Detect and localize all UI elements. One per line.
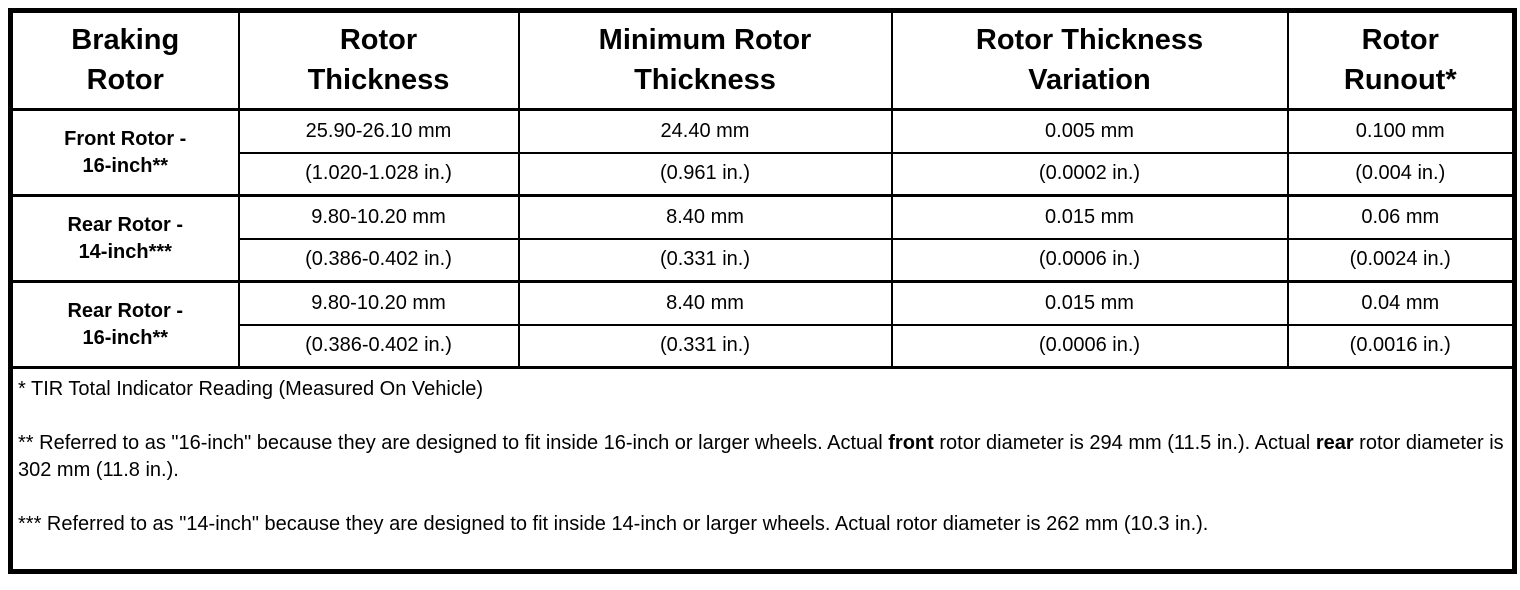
table-row-front-16-mm: Front Rotor - 16-inch** 25.90-26.10 mm 2… [9,108,1516,197]
col-header-braking-rotor: Braking Rotor [9,9,240,111]
row-label-line: Front Rotor - [64,127,187,150]
header-row: Braking Rotor Rotor Thickness Minimum Ro… [9,9,1516,111]
footnote-16-inch: ** Referred to as "16-inch" because they… [18,430,1506,484]
footnote-row: * TIR Total Indicator Reading (Measured … [9,366,1516,573]
col-header-rotor-thickness-variation: Rotor Thickness Variation [890,9,1289,111]
cell-rotor-runout-in: (0.0024 in.) [1286,237,1516,283]
footnote-tir: * TIR Total Indicator Reading (Measured … [18,376,1506,403]
col-header-minimum-rotor-thickness: Minimum Rotor Thickness [517,9,893,111]
table-row-rear-14-mm: Rear Rotor - 14-inch*** 9.80-10.20 mm 8.… [9,194,1516,283]
footnote-text: ** Referred to as "16-inch" because they… [18,432,889,454]
row-label-line: 14-inch*** [78,240,172,263]
table-row-rear-14-in: (0.386-0.402 in.) (0.331 in.) (0.0006 in… [11,237,1516,283]
cell-thickness-variation-in: (0.0006 in.) [890,323,1289,369]
header-line: Rotor Thickness [975,24,1204,57]
header-line: Runout* [1343,63,1457,96]
cell-min-rotor-thickness-in: (0.331 in.) [517,323,893,369]
cell-min-rotor-thickness-mm: 8.40 mm [517,194,893,240]
header-line: Minimum Rotor [598,24,812,57]
cell-min-rotor-thickness-in: (0.331 in.) [517,237,893,283]
cell-rotor-thickness-mm: 9.80-10.20 mm [237,194,520,240]
col-header-rotor-thickness: Rotor Thickness [237,9,520,111]
footnotes-cell: * TIR Total Indicator Reading (Measured … [9,366,1516,573]
header-line: Thickness [634,63,776,96]
footnote-text: *** Referred to as "14-inch" because the… [18,513,1209,535]
cell-rotor-runout-mm: 0.04 mm [1286,280,1516,326]
cell-thickness-variation-in: (0.0002 in.) [890,151,1289,197]
cell-rotor-runout-in: (0.0016 in.) [1286,323,1516,369]
header-line: Rotor [1361,24,1439,57]
cell-rotor-runout-mm: 0.06 mm [1286,194,1516,240]
header-line: Rotor [86,63,164,96]
table-row-rear-16-in: (0.386-0.402 in.) (0.331 in.) (0.0006 in… [11,323,1516,369]
footnote-bold-front: front [888,432,934,454]
footnote-bold-rear: rear [1315,432,1354,454]
cell-rotor-runout-in: (0.004 in.) [1286,151,1516,197]
footnote-14-inch: *** Referred to as "14-inch" because the… [18,511,1506,538]
cell-min-rotor-thickness-in: (0.961 in.) [517,151,893,197]
row-label-front-16: Front Rotor - 16-inch** [9,108,240,197]
table-row-front-16-in: (1.020-1.028 in.) (0.961 in.) (0.0002 in… [11,151,1516,197]
footnote-text: rotor diameter is 294 mm (11.5 in.). Act… [933,432,1316,454]
header-line: Thickness [307,63,450,96]
spec-sheet: Braking Rotor Rotor Thickness Minimum Ro… [8,8,1517,574]
cell-rotor-thickness-in: (1.020-1.028 in.) [237,151,520,197]
cell-thickness-variation-mm: 0.005 mm [890,108,1289,154]
cell-rotor-thickness-mm: 9.80-10.20 mm [237,280,520,326]
row-label-rear-14: Rear Rotor - 14-inch*** [9,194,240,283]
footnote-text: * TIR Total Indicator Reading (Measured … [18,378,484,400]
cell-thickness-variation-in: (0.0006 in.) [890,237,1289,283]
cell-rotor-thickness-mm: 25.90-26.10 mm [237,108,520,154]
table-row-rear-16-mm: Rear Rotor - 16-inch** 9.80-10.20 mm 8.4… [9,280,1516,369]
row-label-rear-16: Rear Rotor - 16-inch** [9,280,240,369]
cell-rotor-thickness-in: (0.386-0.402 in.) [237,237,520,283]
row-label-line: 16-inch** [82,326,169,349]
rotor-spec-table: Braking Rotor Rotor Thickness Minimum Ro… [8,8,1517,574]
cell-thickness-variation-mm: 0.015 mm [890,280,1289,326]
header-line: Variation [1028,63,1151,96]
footnote-text: rotor diameter is 302 mm (11.8 in.). [18,432,1504,481]
cell-rotor-runout-mm: 0.100 mm [1286,108,1516,154]
cell-min-rotor-thickness-mm: 8.40 mm [517,280,893,326]
cell-min-rotor-thickness-mm: 24.40 mm [517,108,893,154]
cell-thickness-variation-mm: 0.015 mm [890,194,1289,240]
row-label-line: 16-inch** [82,154,169,177]
cell-rotor-thickness-in: (0.386-0.402 in.) [237,323,520,369]
row-label-line: Rear Rotor - [67,299,184,322]
col-header-rotor-runout: Rotor Runout* [1286,9,1516,111]
header-line: Braking [71,24,180,57]
row-label-line: Rear Rotor - [67,213,184,236]
header-line: Rotor [339,24,418,57]
